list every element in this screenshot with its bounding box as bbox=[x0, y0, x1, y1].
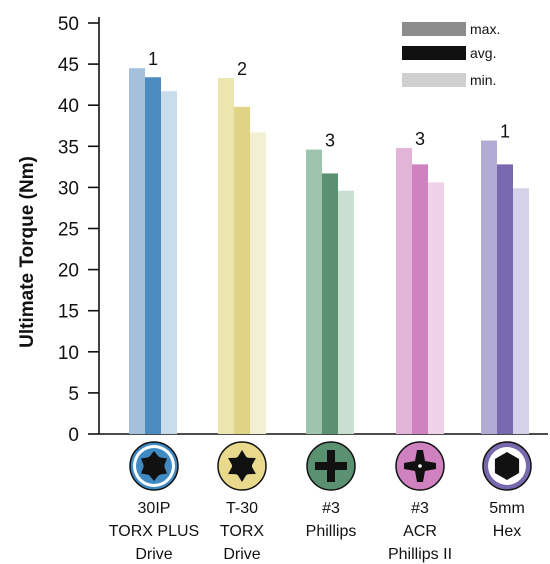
bar-max-4 bbox=[481, 140, 497, 434]
hex-drive-icon bbox=[482, 441, 532, 491]
category-labels: 30IP TORX PLUS Drive T-30 TORX Drive #3 Phillip… bbox=[109, 500, 525, 563]
bar-annotation: 3 bbox=[415, 129, 425, 149]
bar-max-1 bbox=[218, 78, 234, 434]
bar-avg-0 bbox=[145, 77, 161, 434]
bar-annotations: 1 2 3 3 1 bbox=[148, 49, 510, 150]
bar-max-0 bbox=[129, 68, 145, 435]
acr-phillips-drive-icon bbox=[395, 441, 445, 491]
drive-icons bbox=[129, 441, 532, 491]
y-tick-label: 0 bbox=[68, 425, 79, 446]
category-label: Drive bbox=[223, 546, 260, 563]
y-tick-label: 15 bbox=[58, 302, 79, 323]
bars bbox=[129, 68, 529, 435]
y-tick-label: 25 bbox=[58, 220, 79, 241]
legend-label: max. bbox=[470, 21, 500, 37]
y-tick-label: 10 bbox=[58, 343, 79, 364]
legend-label: min. bbox=[470, 72, 496, 88]
bar-min-0 bbox=[161, 91, 177, 434]
legend: max. avg. min. bbox=[402, 21, 500, 88]
bar-max-3 bbox=[396, 147, 412, 434]
category-label: TORX PLUS bbox=[109, 523, 199, 540]
bar-avg-2 bbox=[322, 173, 338, 434]
bar-avg-1 bbox=[234, 106, 250, 435]
bar-max-2 bbox=[306, 149, 322, 434]
category-label: 5mm bbox=[489, 500, 525, 517]
bar-min-3 bbox=[428, 182, 444, 434]
bar-annotation: 3 bbox=[325, 131, 335, 151]
y-tick-label: 35 bbox=[58, 137, 79, 158]
category-label: #3 bbox=[322, 500, 340, 517]
category-label: T-30 bbox=[226, 500, 258, 517]
bar-annotation: 2 bbox=[237, 59, 247, 79]
y-tick-label: 45 bbox=[58, 55, 79, 76]
torx-plus-drive-icon bbox=[129, 441, 179, 491]
category-label: Drive bbox=[135, 546, 172, 563]
bar-annotation: 1 bbox=[500, 122, 510, 142]
bar-min-2 bbox=[338, 190, 354, 434]
legend-swatch bbox=[402, 22, 466, 36]
category-label: TORX bbox=[220, 523, 264, 540]
legend-swatch bbox=[402, 46, 466, 60]
category-label: ACR bbox=[403, 523, 437, 540]
bar-min-1 bbox=[250, 132, 266, 435]
y-tick-label: 20 bbox=[58, 261, 79, 282]
y-tick-label: 50 bbox=[58, 14, 79, 35]
category-label: Phillips II bbox=[388, 546, 452, 563]
category-label: Hex bbox=[493, 523, 521, 540]
phillips-drive-icon bbox=[306, 441, 356, 491]
category-label: 30IP bbox=[138, 500, 171, 517]
torx-drive-icon bbox=[217, 441, 267, 491]
category-label: Phillips bbox=[306, 523, 357, 540]
y-axis-label: Ultimate Torque (Nm) bbox=[17, 156, 38, 348]
legend-swatch bbox=[402, 73, 466, 87]
bar-min-4 bbox=[513, 188, 529, 434]
y-tick-label: 30 bbox=[58, 178, 79, 199]
y-tick-label: 5 bbox=[68, 384, 79, 405]
bar-annotation: 1 bbox=[148, 49, 158, 69]
bar-avg-4 bbox=[497, 164, 513, 434]
category-label: #3 bbox=[411, 500, 429, 517]
y-tick-label: 40 bbox=[58, 96, 79, 117]
legend-label: avg. bbox=[470, 45, 496, 61]
bar-avg-3 bbox=[412, 164, 428, 434]
